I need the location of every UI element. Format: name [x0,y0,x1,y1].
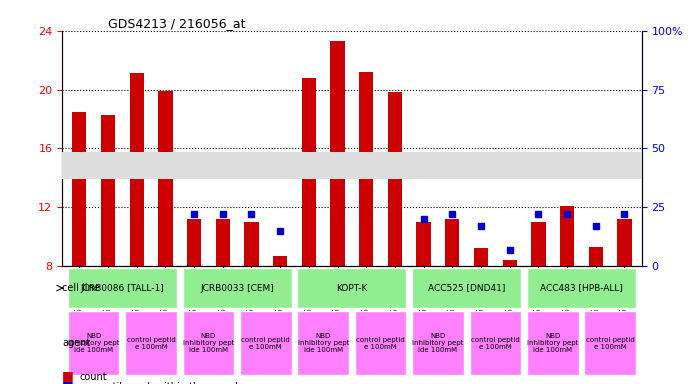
Text: KOPT-K: KOPT-K [336,283,368,293]
FancyBboxPatch shape [527,268,636,308]
Text: cell line: cell line [62,283,100,293]
Text: ■: ■ [62,379,74,384]
Text: control peptid
e 100mM: control peptid e 100mM [241,337,290,350]
Bar [72,112,86,266]
Text: control peptid
e 100mM: control peptid e 100mM [356,337,405,350]
Bar [445,219,460,266]
Bar [158,91,172,266]
Bar [130,73,144,266]
Text: ■: ■ [62,369,74,382]
Bar [215,219,230,266]
Text: control peptid
e 100mM: control peptid e 100mM [586,337,635,350]
FancyBboxPatch shape [297,311,349,375]
Text: percentile rank within the sample: percentile rank within the sample [79,382,244,384]
Bar [273,256,287,266]
Bar [302,78,316,266]
FancyBboxPatch shape [183,311,235,375]
Bar [244,222,259,266]
Text: NBD
inhibitory pept
ide 100mM: NBD inhibitory pept ide 100mM [183,333,234,353]
FancyBboxPatch shape [68,268,177,308]
Text: agent: agent [62,338,90,348]
FancyBboxPatch shape [68,311,119,375]
FancyBboxPatch shape [412,311,464,375]
Text: GDS4213 / 216056_at: GDS4213 / 216056_at [108,17,246,30]
Text: NBD
inhibitory pept
ide 100mM: NBD inhibitory pept ide 100mM [68,333,119,353]
Text: NBD
inhibitory pept
ide 100mM: NBD inhibitory pept ide 100mM [413,333,464,353]
FancyBboxPatch shape [355,311,406,375]
Bar [417,222,431,266]
Bar [589,247,603,266]
FancyBboxPatch shape [297,268,406,308]
Text: NBD
inhibitory pept
ide 100mM: NBD inhibitory pept ide 100mM [297,333,349,353]
Text: NBD
inhibitory pept
ide 100mM: NBD inhibitory pept ide 100mM [527,333,578,353]
Text: JCRB0033 [CEM]: JCRB0033 [CEM] [200,283,274,293]
FancyBboxPatch shape [183,268,292,308]
Text: control peptid
e 100mM: control peptid e 100mM [471,337,520,350]
Bar [474,248,489,266]
FancyBboxPatch shape [584,311,636,375]
Bar [618,219,631,266]
Text: ACC525 [DND41]: ACC525 [DND41] [428,283,505,293]
Bar [187,219,201,266]
Bar [560,206,574,266]
Bar [331,41,345,266]
Bar [359,72,373,266]
Text: control peptid
e 100mM: control peptid e 100mM [127,337,175,350]
FancyBboxPatch shape [469,311,521,375]
Text: JCRB0086 [TALL-1]: JCRB0086 [TALL-1] [81,283,164,293]
FancyBboxPatch shape [527,311,579,375]
Text: ACC483 [HPB-ALL]: ACC483 [HPB-ALL] [540,283,623,293]
Bar [502,260,517,266]
Bar [531,222,546,266]
FancyBboxPatch shape [240,311,292,375]
Bar [101,114,115,266]
Text: count: count [79,372,107,382]
Bar [388,93,402,266]
FancyBboxPatch shape [125,311,177,375]
FancyBboxPatch shape [412,268,521,308]
